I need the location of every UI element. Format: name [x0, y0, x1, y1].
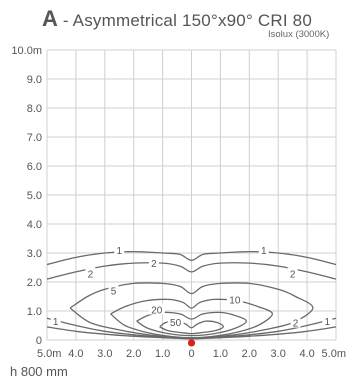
x-tick-label: 3.0	[271, 348, 286, 360]
contour-2-line	[46, 262, 337, 280]
y-tick-label: 0	[36, 335, 42, 347]
contour-1-label-bg	[50, 315, 61, 327]
y-tick-label: 9.0	[27, 74, 42, 86]
y-tick-label: 6.0	[27, 161, 42, 173]
contour-labels: 1 1 1 1 2 2 2 2 5 10 20 50	[50, 244, 333, 330]
contour-2-label: 2	[290, 269, 296, 280]
y-tick-label: 7.0	[27, 132, 42, 144]
y-tick-label: 5.0	[27, 190, 42, 202]
contour-1-line	[46, 250, 337, 266]
contour-10-line	[110, 298, 274, 339]
x-tick-label: 4.0	[68, 348, 83, 360]
title-letter: A	[42, 6, 58, 31]
title-text: - Asymmetrical 150°x90° CRI 80	[57, 11, 312, 30]
contour-2-label-bg	[287, 267, 298, 279]
contour-2-label-bg	[290, 316, 301, 328]
contour-1-label: 1	[261, 246, 267, 257]
contour-20-line	[136, 311, 248, 337]
contour-20-label: 20	[151, 306, 163, 317]
y-tick-label: 1.0	[27, 306, 42, 318]
x-tick-label: 4.0	[299, 348, 314, 360]
x-tick-label: 0	[188, 348, 194, 360]
y-axis-ticks: 0 1.0 2.0 3.0 4.0 5.0 6.0 7.0 8.0 9.0 10.0m	[11, 45, 42, 347]
x-tick-label: 5.0m	[322, 348, 346, 360]
contour-10-label-bg	[226, 293, 243, 305]
y-tick-label: 2.0	[27, 277, 42, 289]
chart-subtitle: Isolux (3000K)	[268, 29, 330, 40]
x-tick-label: 2.0	[126, 348, 141, 360]
y-tick-label: 4.0	[27, 219, 42, 231]
y-tick-label: 3.0	[27, 248, 42, 260]
x-tick-label: 5.0m	[37, 348, 61, 360]
contour-lines	[46, 250, 337, 340]
contour-1-label-bg	[114, 244, 125, 256]
mounting-height-note: h 800 mm	[10, 364, 68, 379]
contour-1-label: 1	[325, 317, 331, 328]
grid	[46, 49, 337, 341]
x-tick-label: 1.0	[213, 348, 228, 360]
y-tick-label: 10.0m	[11, 45, 42, 57]
x-tick-label: 3.0	[97, 348, 112, 360]
contour-2-label: 2	[88, 269, 94, 280]
light-source-marker	[187, 339, 196, 347]
y-tick-label: 8.0	[27, 103, 42, 115]
x-tick-label: 1.0	[155, 348, 170, 360]
x-axis-ticks: 5.0m 4.0 3.0 2.0 1.0 0 1.0 2.0 3.0 4.0 5.0m	[37, 348, 346, 360]
contour-2-label: 2	[151, 259, 157, 270]
contour-50-label: 50	[170, 318, 182, 329]
contour-1-label: 1	[116, 246, 122, 257]
contour-1-label-bg	[258, 244, 269, 256]
contour-10-label: 10	[229, 295, 241, 306]
contour-50-label-bg	[167, 316, 184, 328]
contour-5-line	[69, 282, 314, 340]
chart-title: A - Asymmetrical 150°x90° CRI 80	[42, 6, 312, 32]
contour-5-label-bg	[108, 284, 119, 296]
source-point	[187, 339, 196, 347]
contour-2-label: 2	[293, 319, 299, 330]
contour-1-label: 1	[53, 317, 59, 328]
contour-2-label-bg	[85, 267, 96, 279]
contour-20-label-bg	[148, 303, 165, 315]
contour-1-label-bg	[322, 315, 333, 327]
x-tick-label: 2.0	[242, 348, 257, 360]
contour-2-label-bg	[148, 257, 159, 269]
contour-5-label: 5	[111, 287, 117, 298]
